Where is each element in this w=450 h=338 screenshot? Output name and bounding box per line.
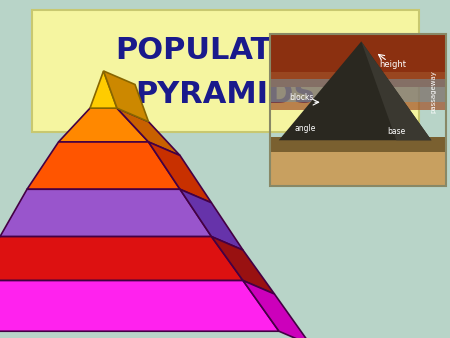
Text: PYRAMIDS: PYRAMIDS <box>135 80 315 109</box>
Text: base: base <box>387 127 405 136</box>
Polygon shape <box>0 237 243 281</box>
Polygon shape <box>148 142 211 203</box>
Polygon shape <box>104 71 148 122</box>
Text: blocks: blocks <box>289 93 314 102</box>
Polygon shape <box>279 42 432 140</box>
Text: passageway: passageway <box>430 70 436 113</box>
Bar <box>270 34 446 87</box>
Text: POPULATION: POPULATION <box>116 36 334 65</box>
Text: angle: angle <box>294 124 316 132</box>
Polygon shape <box>0 189 212 237</box>
FancyBboxPatch shape <box>32 10 419 132</box>
Polygon shape <box>212 237 274 294</box>
Polygon shape <box>0 281 279 331</box>
Bar <box>270 137 446 152</box>
Bar <box>270 79 446 102</box>
Polygon shape <box>361 42 432 140</box>
Polygon shape <box>243 281 310 338</box>
Bar <box>270 72 446 110</box>
Polygon shape <box>117 108 180 155</box>
Polygon shape <box>90 71 117 108</box>
Polygon shape <box>180 189 243 250</box>
Text: height: height <box>379 60 406 69</box>
Bar <box>270 143 446 186</box>
Bar <box>270 34 446 186</box>
Polygon shape <box>27 142 180 189</box>
Polygon shape <box>58 108 148 142</box>
